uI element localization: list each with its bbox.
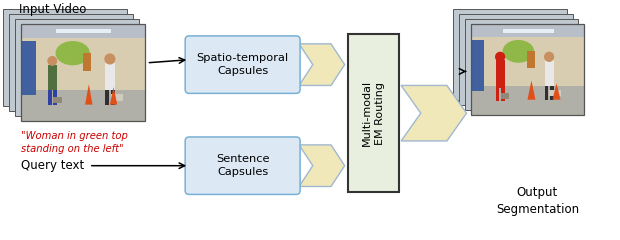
Bar [528, 51, 536, 68]
Polygon shape [401, 85, 466, 141]
Circle shape [544, 52, 554, 62]
Polygon shape [299, 44, 345, 85]
Polygon shape [552, 83, 560, 100]
Bar [551, 86, 554, 100]
Bar [111, 90, 115, 105]
Polygon shape [110, 87, 117, 105]
FancyBboxPatch shape [348, 34, 399, 192]
Bar [48, 65, 56, 90]
Text: Multi-modal
EM Routing: Multi-modal EM Routing [361, 80, 386, 146]
Bar [471, 86, 585, 115]
Polygon shape [528, 81, 536, 100]
Bar [544, 86, 548, 100]
Text: Query text: Query text [20, 159, 84, 172]
FancyBboxPatch shape [185, 36, 300, 93]
Bar [453, 9, 567, 100]
Polygon shape [85, 84, 92, 105]
Bar [501, 93, 509, 99]
Polygon shape [299, 145, 345, 186]
Bar [82, 53, 91, 71]
Bar [3, 9, 126, 106]
Bar [105, 63, 115, 90]
Circle shape [104, 53, 115, 65]
Bar [544, 60, 554, 86]
Bar [471, 24, 585, 37]
Bar [105, 90, 108, 105]
Text: Output
Segmentation: Output Segmentation [496, 186, 579, 216]
Bar [20, 24, 144, 121]
Bar [501, 88, 505, 101]
Polygon shape [56, 41, 90, 65]
Circle shape [495, 52, 505, 62]
Text: Sentence
Capsules: Sentence Capsules [216, 154, 269, 177]
Bar [53, 90, 56, 105]
Polygon shape [503, 40, 534, 63]
Bar [20, 24, 144, 90]
Bar [55, 28, 111, 33]
Bar [502, 28, 554, 33]
Bar [20, 90, 144, 121]
Bar [459, 14, 572, 105]
Text: "Woman in green top
standing on the left": "Woman in green top standing on the left… [20, 131, 128, 154]
Bar [471, 24, 585, 86]
Bar [20, 24, 144, 38]
Bar [20, 42, 35, 95]
Text: Input Video: Input Video [19, 3, 86, 16]
Bar [549, 90, 560, 96]
Bar [495, 88, 499, 101]
Bar [495, 60, 505, 88]
Bar [15, 19, 139, 116]
Circle shape [47, 56, 57, 66]
Bar [464, 19, 578, 110]
Bar [111, 94, 123, 101]
Text: Spatio-temporal
Capsules: Spatio-temporal Capsules [197, 53, 289, 76]
Bar [48, 90, 51, 105]
FancyBboxPatch shape [185, 137, 300, 194]
Bar [9, 14, 133, 111]
Bar [53, 97, 61, 103]
Bar [471, 24, 585, 115]
Bar [471, 40, 484, 90]
